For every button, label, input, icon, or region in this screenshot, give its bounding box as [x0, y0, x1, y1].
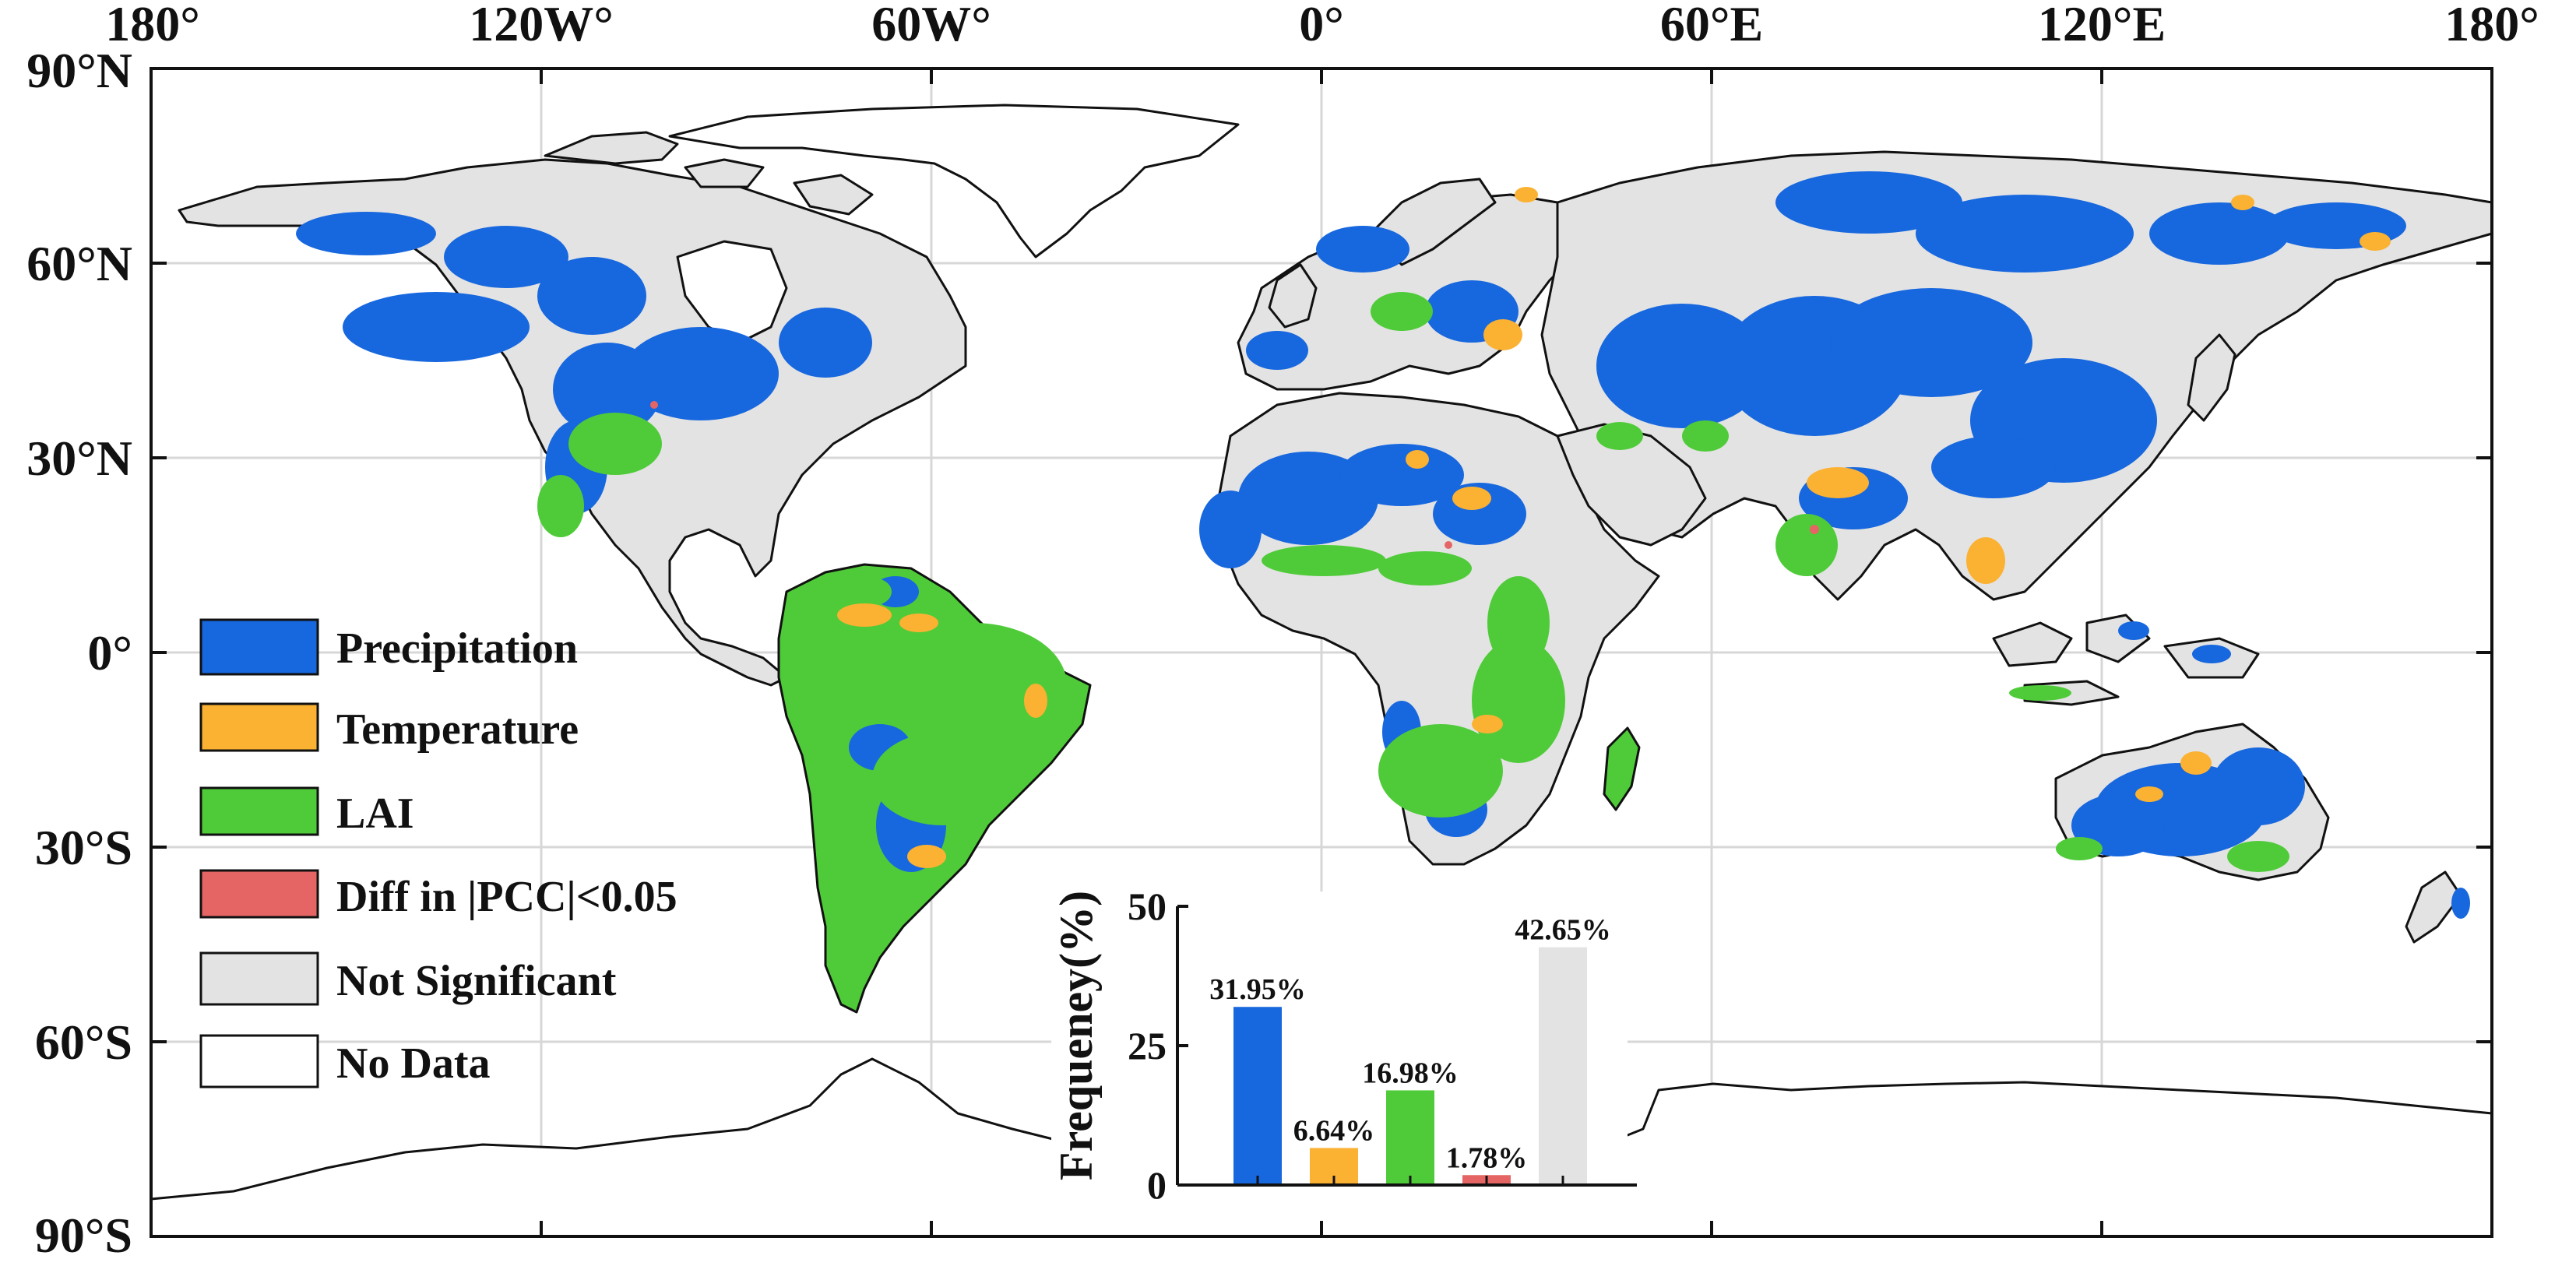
legend: Precipitation Temperature LAI Diff in |P…	[199, 618, 677, 1088]
inset-bar-value-label-5: 42.65%	[1515, 914, 1611, 947]
temperature-patches	[837, 187, 2391, 868]
inset-bar-value-label-1: 31.95%	[1209, 973, 1306, 1006]
inset-y-tick-label-0: 0	[1147, 1163, 1167, 1207]
lon-label-120w: 120W°	[469, 0, 614, 51]
landmass-uk	[1268, 263, 1318, 329]
frame-ticks	[151, 69, 2492, 1236]
landmass-greenland	[668, 104, 1240, 258]
landmass-japan	[2187, 333, 2236, 422]
landmass-southeast-asia-islands	[1992, 614, 2260, 706]
lon-label-0: 0°	[1299, 0, 1344, 51]
legend-swatch-diff-pcc	[199, 869, 319, 919]
lai-patches	[537, 292, 2289, 872]
diff-patches	[650, 401, 1819, 549]
legend-swatch-precipitation	[199, 618, 319, 676]
inset-bar-5	[1539, 947, 1587, 1185]
precipitation-patches	[296, 171, 2470, 919]
inset-bar-1	[1233, 1007, 1282, 1185]
inset-axes: 0 25 50	[1128, 884, 1637, 1207]
inset-bar-value-label-4: 1.78%	[1446, 1141, 1528, 1174]
lat-label-0: 0°	[87, 625, 132, 680]
legend-swatch-not-significant	[199, 951, 319, 1006]
lon-label-120e: 120°E	[2038, 0, 2166, 51]
water-hudson-bay	[676, 240, 788, 344]
landmass-madagascar	[1603, 726, 1641, 811]
landmass-new-zealand	[2405, 870, 2462, 944]
inset-bars: 31.95% 6.64% 16.98% 1.78% 42.65%	[1209, 914, 1611, 1185]
legend-label-temperature: Temperature	[336, 705, 579, 754]
lat-label-60s: 60°S	[35, 1015, 132, 1070]
inset-bar-3	[1386, 1090, 1434, 1185]
inset-bar-value-label-2: 6.64%	[1293, 1114, 1375, 1147]
legend-swatch-no-data	[199, 1034, 319, 1088]
inset-y-tick-label-25: 25	[1128, 1024, 1167, 1067]
lon-label-180w: 180°	[105, 0, 200, 51]
inset-bar-value-label-3: 16.98%	[1362, 1057, 1459, 1089]
lat-label-30s: 30°S	[35, 820, 132, 875]
lon-label-60w: 60W°	[871, 0, 991, 51]
lat-label-90n: 90°N	[26, 43, 132, 98]
longitude-labels: 180° 120W° 60W° 0° 60°E 120°E 180°	[105, 0, 2539, 51]
legend-label-no-data: No Data	[336, 1039, 491, 1088]
landmass-arctic-islands	[544, 131, 874, 216]
data-patches	[296, 171, 2470, 919]
lon-label-60e: 60°E	[1660, 0, 1763, 51]
lat-label-60n: 60°N	[26, 236, 132, 291]
legend-swatch-temperature	[199, 702, 319, 752]
latitude-labels: 90°N 60°N 30°N 0° 30°S 60°S 90°S	[26, 43, 132, 1263]
inset-y-axis-label: Frequeney(%)	[1050, 891, 1102, 1180]
inset-y-tick-label-50: 50	[1128, 884, 1167, 928]
lat-label-90s: 90°S	[35, 1208, 132, 1263]
legend-label-diff-pcc: Diff in |PCC|<0.05	[336, 873, 677, 921]
legend-label-lai: LAI	[336, 789, 414, 838]
lon-label-180e: 180°	[2444, 0, 2539, 51]
legend-label-precipitation: Precipitation	[336, 624, 578, 673]
legend-swatch-lai	[199, 786, 319, 836]
lat-label-30n: 30°N	[26, 431, 132, 486]
legend-label-not-significant: Not Significant	[336, 957, 617, 1005]
inset-bar-chart: Frequeney(%) 31.95% 6.64% 16.98% 1.78% 42.65…	[1050, 884, 1637, 1207]
